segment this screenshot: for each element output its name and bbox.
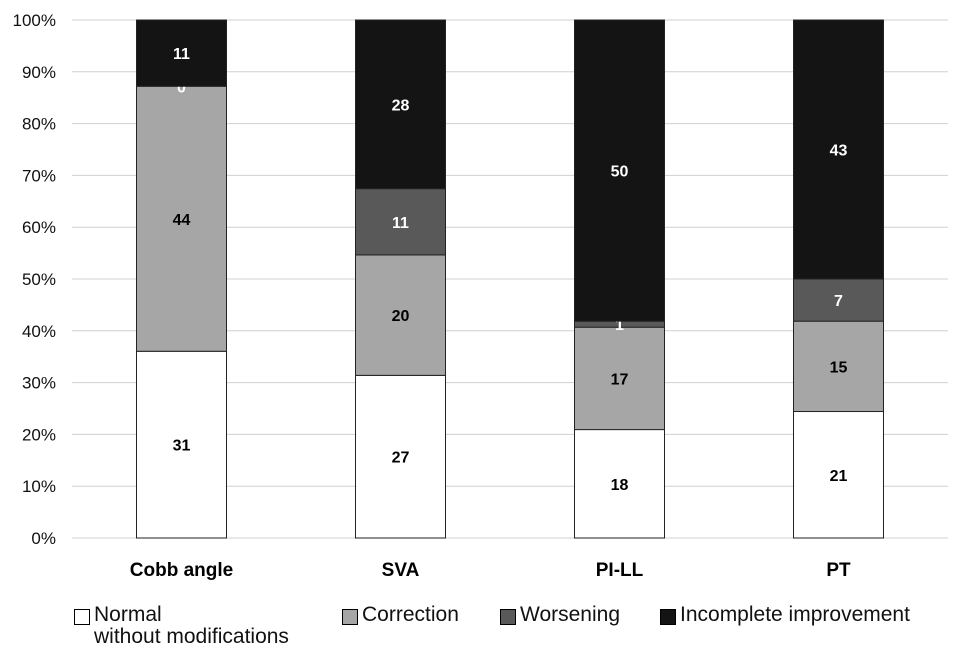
y-tick-label: 30%: [22, 374, 56, 393]
stacked-bar-chart: 0%10%20%30%40%50%60%70%80%90%100%3144011…: [13, 11, 948, 581]
bar-segment: [574, 326, 665, 431]
legend-label: Correction: [362, 603, 459, 626]
data-label: 7: [834, 293, 843, 310]
bar-segment: [355, 19, 446, 190]
legend-item: Worsening: [500, 604, 620, 626]
legend-swatch: [500, 609, 516, 625]
data-label: 28: [392, 97, 410, 114]
data-label: 17: [611, 371, 629, 388]
x-category-label: Cobb angle: [130, 560, 233, 581]
bar-segment: [355, 374, 446, 539]
bar-segment: [793, 320, 884, 413]
bar-segment: [136, 19, 227, 87]
bar-segment: [355, 188, 446, 256]
bar-segment: [793, 278, 884, 322]
data-label: 44: [173, 212, 191, 229]
legend-label: Worsening: [520, 603, 620, 626]
data-label: 15: [830, 359, 848, 376]
data-label: 50: [611, 164, 629, 181]
bar-segment: [355, 254, 446, 376]
y-tick-label: 50%: [22, 270, 56, 289]
bar-segment: [574, 19, 665, 322]
y-tick-label: 90%: [22, 63, 56, 82]
y-tick-label: 70%: [22, 166, 56, 185]
bar-segment: [136, 85, 227, 352]
legend-item: Correction: [342, 604, 459, 626]
data-label: 18: [611, 477, 629, 494]
data-label: 1: [615, 317, 624, 334]
data-label: 0: [177, 79, 186, 96]
data-label: 20: [392, 308, 410, 325]
legend-swatch: [342, 609, 358, 625]
data-label: 11: [392, 215, 409, 232]
y-tick-label: 0%: [31, 529, 56, 548]
bar-segment: [136, 350, 227, 539]
bar-segment: [793, 411, 884, 539]
data-label: 21: [830, 468, 848, 485]
y-tick-label: 80%: [22, 115, 56, 134]
x-category-label: PI-LL: [596, 560, 644, 581]
legend-label: Normal without modifications: [94, 603, 289, 648]
bar-segment: [793, 19, 884, 280]
data-label: 43: [830, 143, 848, 160]
y-tick-label: 40%: [22, 322, 56, 341]
legend-label: Incomplete improvement: [680, 603, 910, 626]
bar-segment: [574, 429, 665, 539]
legend-item: Normal without modifications: [74, 604, 289, 648]
legend-item: Incomplete improvement: [660, 604, 910, 626]
legend-swatch: [660, 609, 676, 625]
y-tick-label: 10%: [22, 477, 56, 496]
legend: Normal without modifications Correction Wo…: [74, 604, 954, 649]
x-category-label: PT: [826, 560, 851, 581]
y-tick-label: 100%: [13, 11, 56, 30]
data-label: 27: [392, 450, 410, 467]
legend-swatch: [74, 609, 90, 625]
y-tick-label: 20%: [22, 425, 56, 444]
data-label: 11: [173, 46, 190, 63]
y-tick-label: 60%: [22, 218, 56, 237]
data-label: 31: [173, 438, 191, 455]
x-category-label: SVA: [382, 560, 420, 581]
